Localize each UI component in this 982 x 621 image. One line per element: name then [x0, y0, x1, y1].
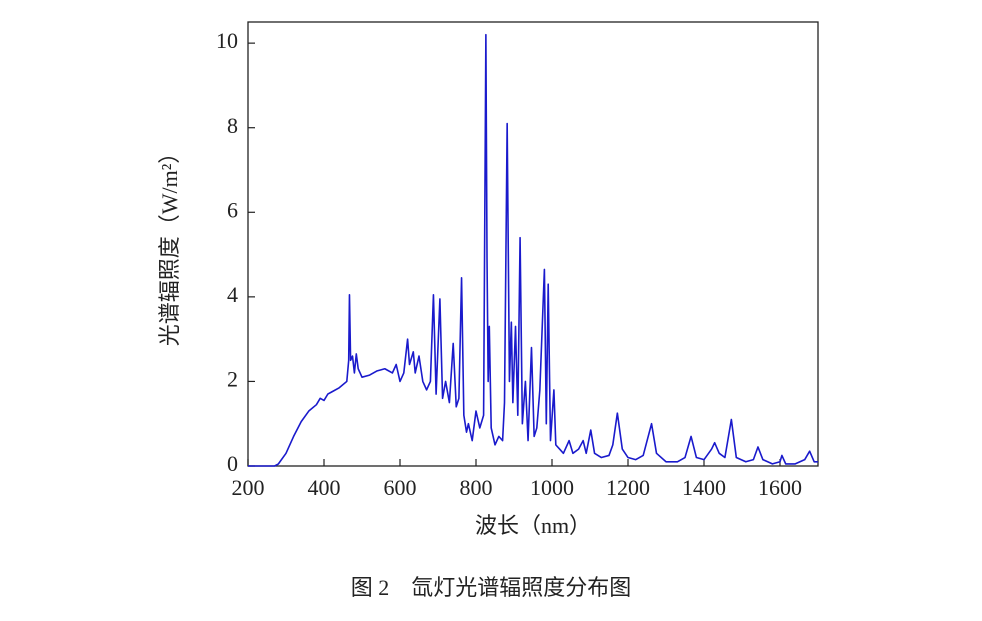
spectrum-line [248, 33, 818, 467]
plot-frame [247, 21, 819, 467]
x-tick-label: 1200 [606, 475, 650, 500]
x-tick-label: 1000 [530, 475, 574, 500]
y-tick-label: 4 [227, 282, 238, 307]
y-tick-label: 6 [227, 197, 238, 222]
caption: 图 2 氙灯光谱辐照度分布图 [351, 575, 632, 600]
x-tick-label: 600 [384, 475, 417, 500]
y-tick-label: 2 [227, 366, 238, 391]
x-tick-label: 800 [460, 475, 493, 500]
x-tick-label: 1400 [682, 475, 726, 500]
y-tick-label: 8 [227, 113, 238, 138]
y-axis-label: 光谱辐照度（W/m²） [157, 142, 182, 347]
x-tick-label: 400 [308, 475, 341, 500]
x-tick-label: 200 [232, 475, 265, 500]
x-axis-label: 波长（nm） [475, 513, 591, 538]
y-tick-label: 0 [227, 451, 238, 476]
y-tick-label: 10 [216, 28, 238, 53]
x-tick-label: 1600 [758, 475, 802, 500]
